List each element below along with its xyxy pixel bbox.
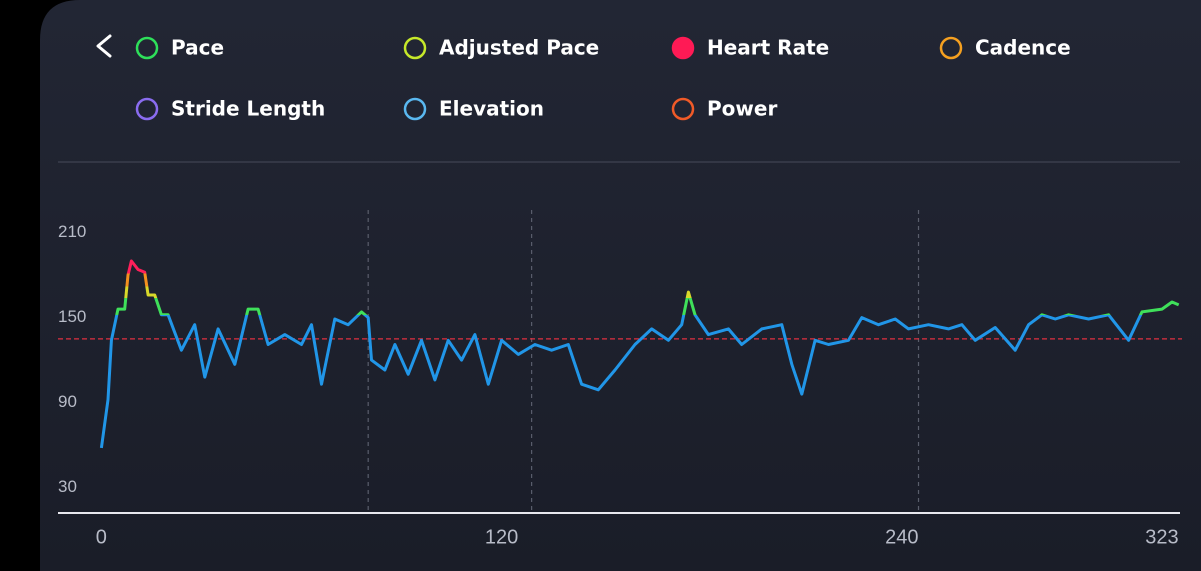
legend-label[interactable]: Power [707, 97, 777, 121]
legend-item[interactable]: Power [671, 97, 777, 121]
x-tick-label: 240 [885, 526, 918, 548]
panel [40, 0, 1201, 571]
legend-label[interactable]: Heart Rate [707, 36, 829, 60]
legend-item[interactable]: Cadence [939, 36, 1071, 60]
y-tick-label: 30 [58, 477, 77, 496]
back-button[interactable] [96, 34, 112, 58]
legend-marker[interactable] [671, 36, 695, 60]
legend-marker[interactable] [671, 97, 695, 121]
heart-rate-line [99, 259, 1180, 449]
y-tick-label: 210 [58, 222, 86, 241]
x-tick-label: 0 [96, 526, 107, 548]
legend-item[interactable]: Adjusted Pace [403, 36, 599, 60]
legend-item[interactable]: Heart Rate [671, 36, 829, 60]
legend-marker[interactable] [403, 36, 427, 60]
x-tick-label: 323 [1145, 526, 1178, 548]
legend-label[interactable]: Cadence [975, 36, 1071, 60]
legend: Pace Adjusted Pace Heart Rate Cadence Stride… [135, 36, 1071, 121]
plot: 30 90 150 210 0 120 240 323 [58, 210, 1182, 548]
legend-marker[interactable] [939, 36, 963, 60]
y-tick-label: 150 [58, 307, 86, 326]
legend-label[interactable]: Pace [171, 36, 224, 60]
legend-item[interactable]: Pace [135, 36, 224, 60]
legend-label[interactable]: Stride Length [171, 97, 325, 121]
legend-label[interactable]: Elevation [439, 97, 544, 121]
legend-marker[interactable] [135, 36, 159, 60]
y-tick-label: 90 [58, 392, 77, 411]
legend-item[interactable]: Stride Length [135, 97, 325, 121]
legend-label[interactable]: Adjusted Pace [439, 36, 599, 60]
legend-marker[interactable] [135, 97, 159, 121]
x-tick-label: 120 [485, 526, 518, 548]
legend-marker[interactable] [403, 97, 427, 121]
legend-item[interactable]: Elevation [403, 97, 544, 121]
